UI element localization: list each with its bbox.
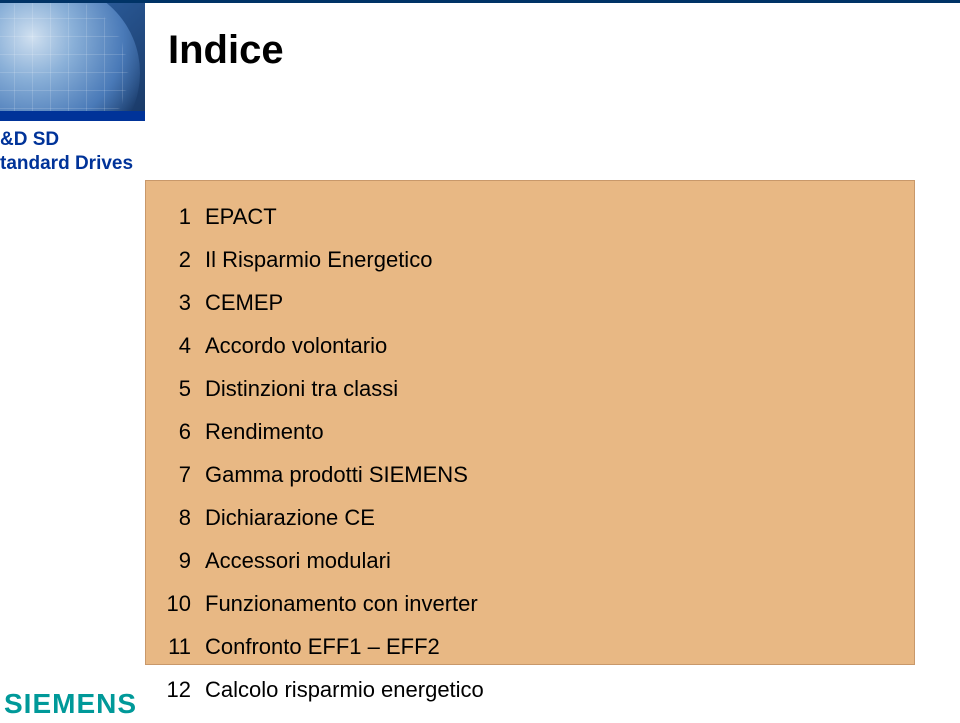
toc-item: 2 Il Risparmio Energetico (146, 238, 914, 281)
department-line-1: &D SD (0, 128, 133, 152)
toc-label: Calcolo risparmio energetico (201, 677, 484, 703)
toc-label: Accessori modulari (201, 548, 391, 574)
toc-label: EPACT (201, 204, 277, 230)
toc-label: Rendimento (201, 419, 324, 445)
toc-label: CEMEP (201, 290, 283, 316)
toc-label: Dichiarazione CE (201, 505, 375, 531)
toc-label: Funzionamento con inverter (201, 591, 478, 617)
toc-number: 7 (146, 462, 201, 488)
toc-label: Accordo volontario (201, 333, 387, 359)
toc-number: 11 (146, 634, 201, 660)
toc-number: 10 (146, 591, 201, 617)
globe-image (0, 3, 145, 111)
toc-item: 7 Gamma prodotti SIEMENS (146, 453, 914, 496)
siemens-logo: SIEMENS (0, 685, 155, 723)
toc-item: 5 Distinzioni tra classi (146, 367, 914, 410)
toc-item: 1 EPACT (146, 195, 914, 238)
toc-label: Distinzioni tra classi (201, 376, 398, 402)
toc-number: 5 (146, 376, 201, 402)
toc-label: Il Risparmio Energetico (201, 247, 432, 273)
toc-item: 8 Dichiarazione CE (146, 496, 914, 539)
toc-number: 9 (146, 548, 201, 574)
toc-item: 6 Rendimento (146, 410, 914, 453)
department-label: &D SD tandard Drives (0, 128, 133, 176)
toc-container: 1 EPACT 2 Il Risparmio Energetico 3 CEME… (145, 180, 915, 665)
toc-number: 3 (146, 290, 201, 316)
toc-item: 3 CEMEP (146, 281, 914, 324)
toc-label: Confronto EFF1 – EFF2 (201, 634, 440, 660)
page-title: Indice (168, 28, 284, 73)
department-line-2: tandard Drives (0, 152, 133, 176)
toc-number: 4 (146, 333, 201, 359)
toc-item: 11 Confronto EFF1 – EFF2 (146, 625, 914, 668)
toc-number: 8 (146, 505, 201, 531)
toc-item: 4 Accordo volontario (146, 324, 914, 367)
toc-item: 12 Calcolo risparmio energetico (146, 668, 914, 711)
toc-number: 2 (146, 247, 201, 273)
toc-number: 1 (146, 204, 201, 230)
toc-item: 9 Accessori modulari (146, 539, 914, 582)
toc-label: Gamma prodotti SIEMENS (201, 462, 468, 488)
toc-number: 6 (146, 419, 201, 445)
blue-accent-bar (0, 111, 145, 121)
toc-item: 10 Funzionamento con inverter (146, 582, 914, 625)
